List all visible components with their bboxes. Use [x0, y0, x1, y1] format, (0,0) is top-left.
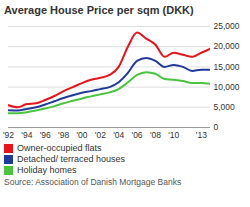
svg-text:'10: '10 — [168, 130, 179, 140]
svg-text:15,000: 15,000 — [214, 62, 240, 72]
svg-text:5,000: 5,000 — [214, 102, 236, 112]
svg-text:10,000: 10,000 — [214, 82, 240, 92]
svg-text:'96: '96 — [40, 130, 51, 140]
svg-text:20,000: 20,000 — [214, 41, 240, 51]
svg-text:'00: '00 — [76, 130, 87, 140]
html-text:Detached/ terraced houses: Detached/ terraced houses — [17, 154, 126, 164]
svg-text:0: 0 — [214, 122, 219, 132]
html-text:Owner-occupied flats: Owner-occupied flats — [17, 143, 102, 153]
svg-text:'92: '92 — [3, 130, 14, 140]
svg-text:'13: '13 — [196, 130, 207, 140]
svg-text:'98: '98 — [58, 130, 69, 140]
html-text:Source: Association of Danish: Source: Association of Danish Mortgage B… — [4, 177, 182, 187]
svg-text:'06: '06 — [132, 130, 143, 140]
svg-text:'94: '94 — [21, 130, 32, 140]
html-text:Holiday homes: Holiday homes — [17, 165, 77, 175]
svg-text:25,000: 25,000 — [214, 21, 240, 31]
html-text:Average House Price per sqm (D: Average House Price per sqm (DKK) — [4, 4, 194, 16]
svg-text:'02: '02 — [95, 130, 106, 140]
svg-text:'08: '08 — [150, 130, 161, 140]
svg-text:'04: '04 — [113, 130, 124, 140]
